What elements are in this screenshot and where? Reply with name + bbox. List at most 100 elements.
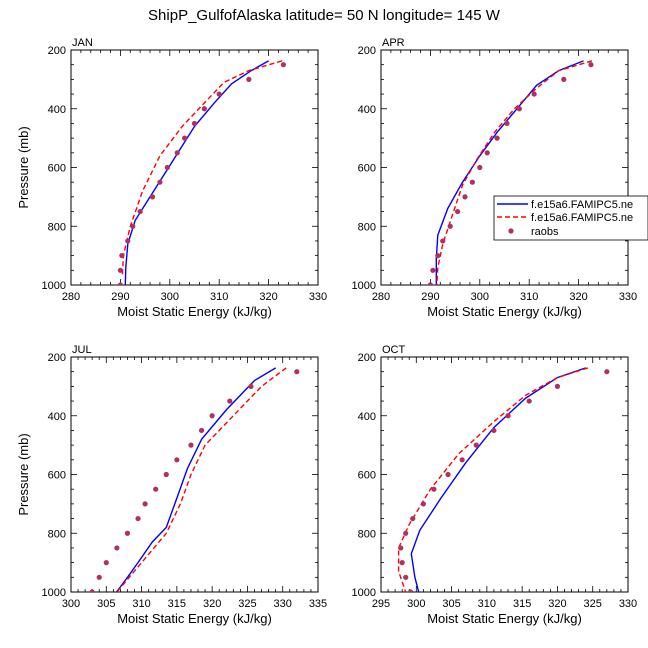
legend-entry-label: f.e15a6.FAMIPC5.ne [531,212,633,224]
raobs-point [420,501,426,507]
series-line-solid [124,60,269,285]
y-tick-label: 800 [48,528,66,540]
raobs-point [149,194,156,200]
x-tick-label: 320 [548,598,566,610]
x-axis-label: Moist Static Energy (kJ/kg) [427,611,582,626]
series-line-dashed [436,60,593,285]
raobs-point [135,515,141,522]
raobs-point [174,457,180,463]
raobs-point [491,427,497,434]
legend-entry-label: f.e15a6.FAMIPC5.ne [531,199,633,211]
raobs-point [114,545,120,551]
raobs-point [459,457,465,463]
panel-label: OCT [382,344,406,356]
raobs-point [454,208,461,215]
x-tick-label: 300 [161,291,179,303]
raobs-point [174,150,180,156]
raobs-point [410,515,416,522]
x-tick-label: 295 [372,598,390,610]
raobs-point [182,135,188,141]
series-line-dashed [116,367,287,592]
plot-frame [70,356,319,593]
x-tick-label: 300 [407,598,425,610]
raobs-point [430,267,436,273]
raobs-point [153,486,159,492]
x-tick-label: 320 [569,291,587,303]
x-tick-label: 330 [309,291,327,303]
raobs-point [117,267,123,273]
raobs-point [399,560,405,566]
plot-frame [380,356,629,593]
raobs-point [191,120,198,127]
x-tick-label: 280 [62,291,80,303]
series-line-solid [410,367,586,592]
raobs-point [445,471,451,478]
raobs-point [504,120,510,127]
panel-label: JUL [72,344,92,356]
raobs-point [408,589,414,592]
raobs-point [604,369,610,375]
y-tick-label: 1000 [42,280,66,292]
y-axis-label: Pressure (mb) [16,126,31,208]
x-tick-label: 330 [619,291,637,303]
x-axis-label: Moist Static Energy (kJ/kg) [427,304,582,319]
raobs-point [588,62,594,68]
legend-marker-raobs [508,228,514,234]
y-axis-label: Pressure (mb) [16,433,31,515]
y-tick-label: 200 [358,45,376,57]
raobs-point [477,164,483,171]
plot-frame [70,49,319,286]
panel-label: JAN [72,37,93,49]
raobs-point [89,589,95,592]
y-tick-label: 800 [48,221,66,233]
raobs-point [403,574,409,580]
legend-entry-label: raobs [531,226,559,238]
x-tick-label: 310 [478,598,496,610]
x-tick-label: 310 [132,598,150,610]
x-tick-label: 310 [210,291,228,303]
y-tick-label: 200 [48,45,66,57]
raobs-point [198,427,205,434]
raobs-point [469,179,475,185]
raobs-point [427,282,433,285]
raobs-point [216,91,222,97]
x-tick-label: 310 [520,291,538,303]
raobs-point [103,560,109,566]
raobs-point [447,223,453,229]
y-tick-label: 200 [358,352,376,364]
raobs-point [248,383,254,389]
y-tick-label: 600 [48,163,66,175]
raobs-point [561,76,567,82]
raobs-point [431,486,437,492]
raobs-point [516,106,522,112]
raobs-point [125,238,131,244]
raobs-point [124,530,131,536]
x-tick-label: 300 [471,291,489,303]
raobs-point [96,574,102,580]
x-tick-label: 305 [97,598,115,610]
chart-panel-jan: JAN 280 290 300 310 320 330 200 400 600 800 1000 Moi… [16,37,327,319]
raobs-point [554,383,561,389]
raobs-point [117,282,123,285]
x-tick-label: 315 [168,598,186,610]
y-tick-label: 600 [358,163,376,175]
series-line-dashed [397,367,589,592]
y-tick-label: 400 [48,411,66,423]
figure-title: ShipP_GulfofAlaska latitude= 50 N longit… [148,7,501,24]
raobs-point [435,253,441,259]
raobs-point [130,223,136,229]
raobs-point [142,501,148,507]
raobs-point [484,150,490,156]
raobs-point [188,442,194,448]
raobs-point [462,194,468,200]
raobs-point [398,545,404,551]
y-tick-label: 1000 [42,587,66,599]
series-line-dashed [121,60,283,277]
y-tick-label: 600 [358,470,376,482]
series-line-solid [115,367,277,592]
y-tick-label: 1000 [352,587,376,599]
raobs-point [440,238,446,244]
y-tick-label: 400 [358,104,376,116]
raobs-point [473,442,479,448]
